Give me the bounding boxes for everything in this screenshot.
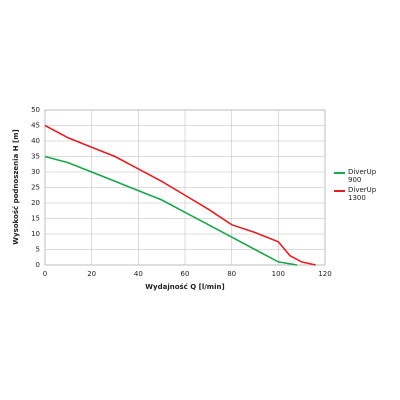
y-tick-label: 30 bbox=[31, 168, 40, 176]
y-tick-label: 35 bbox=[31, 153, 40, 161]
legend-swatch bbox=[334, 172, 345, 174]
y-tick-label: 40 bbox=[31, 137, 40, 145]
series-line bbox=[44, 124, 316, 266]
legend-label: DiverUp 1300 bbox=[348, 186, 377, 202]
y-tick-label: 50 bbox=[31, 106, 40, 114]
y-tick-label: 5 bbox=[36, 246, 40, 254]
y-tick-label: 10 bbox=[31, 230, 40, 238]
y-tick-label: 45 bbox=[31, 122, 40, 130]
legend-entry: DiverUp 1300 bbox=[334, 186, 388, 202]
x-tick-label: 40 bbox=[134, 270, 143, 278]
y-tick-label: 0 bbox=[36, 261, 40, 269]
legend-entry: DiverUp 900 bbox=[334, 168, 388, 184]
series-line bbox=[44, 155, 298, 266]
x-tick-label: 0 bbox=[43, 270, 47, 278]
y-tick-label: 20 bbox=[31, 199, 40, 207]
y-tick-label: 25 bbox=[31, 184, 40, 192]
x-tick-label: 60 bbox=[181, 270, 190, 278]
x-tick-label: 100 bbox=[272, 270, 285, 278]
legend-swatch bbox=[334, 190, 345, 192]
y-tick-label: 15 bbox=[31, 215, 40, 223]
x-tick-label: 20 bbox=[87, 270, 96, 278]
x-tick-label: 120 bbox=[318, 270, 331, 278]
y-axis-label: Wysokość podnoszenia H [m] bbox=[12, 129, 20, 244]
legend-label: DiverUp 900 bbox=[348, 168, 377, 184]
x-axis-label: Wydajność Q [l/min] bbox=[145, 283, 224, 291]
x-tick-label: 80 bbox=[227, 270, 236, 278]
